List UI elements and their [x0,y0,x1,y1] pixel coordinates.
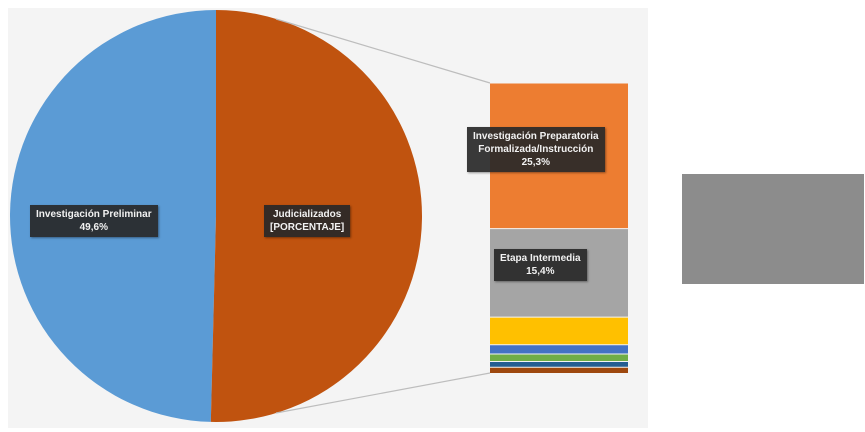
data-label-line: Judicializados [272,209,342,220]
data-label-line: 15,4% [526,266,555,277]
data-label-line: Formalizada/Instrucción [478,144,594,155]
data-label-etapa-intermedia: Etapa Intermedia 15,4% [494,249,587,281]
data-label-line: Investigación Preparatoria [473,131,599,142]
bar-of-pie-chart: Investigación Preliminar 49,6% Judiciali… [8,8,648,428]
gray-block [682,174,864,284]
connector-line-top [275,18,491,84]
data-label-judicializados: Judicializados [PORCENTAJE] [264,205,351,237]
connector-line-bottom [275,372,491,414]
bar-segment-4 [490,344,628,355]
bar-segment-5 [490,354,628,362]
data-label-line: Etapa Intermedia [500,253,581,264]
data-label-investigacion-preliminar: Investigación Preliminar 49,6% [30,205,158,237]
bar-segment-3 [490,317,628,345]
data-label-line: 25,3% [521,157,550,168]
data-label-investigacion-preparatoria: Investigación Preparatoria Formalizada/I… [467,127,605,172]
bar-segment-6 [490,361,628,368]
data-label-line: 49,6% [79,222,108,233]
data-label-line: [PORCENTAJE] [270,222,345,233]
bar-segment-7 [490,367,628,373]
data-label-line: Investigación Preliminar [36,209,152,220]
